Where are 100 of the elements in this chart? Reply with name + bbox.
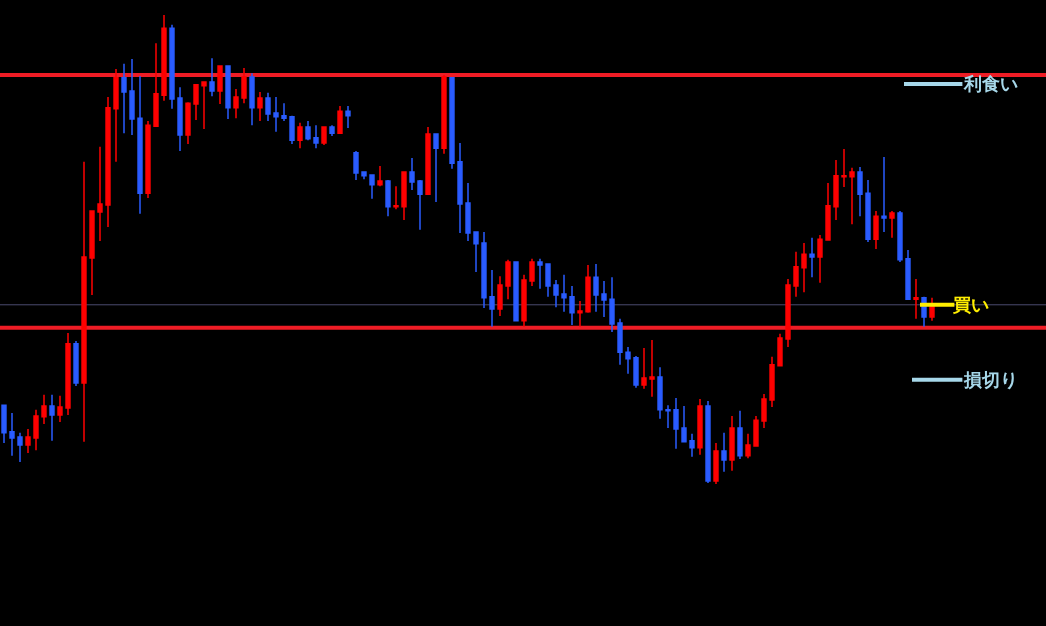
candlestick bbox=[417, 179, 423, 231]
candlestick bbox=[393, 185, 399, 210]
candlestick bbox=[17, 432, 23, 463]
candlestick bbox=[881, 156, 887, 233]
candlestick bbox=[385, 179, 391, 217]
candlestick bbox=[73, 340, 79, 387]
candlestick bbox=[609, 276, 615, 333]
candlestick bbox=[41, 394, 47, 425]
candlestick bbox=[449, 77, 455, 170]
candlestick bbox=[889, 210, 895, 239]
candlestick bbox=[649, 339, 655, 398]
candlestick bbox=[209, 57, 215, 97]
candlestick bbox=[697, 398, 703, 456]
text: 損切り bbox=[963, 369, 1018, 390]
candlestick bbox=[617, 318, 623, 366]
candlestick bbox=[177, 86, 183, 152]
candlestick bbox=[865, 179, 871, 243]
candlestick bbox=[105, 96, 111, 228]
candlestick bbox=[9, 412, 15, 457]
candlestick bbox=[753, 415, 759, 448]
candlestick bbox=[345, 105, 351, 129]
candlestick bbox=[121, 63, 127, 134]
candlestick bbox=[657, 366, 663, 420]
candlestick bbox=[721, 432, 727, 473]
candlestick bbox=[201, 81, 207, 130]
candlestick bbox=[49, 394, 55, 442]
candlestick bbox=[601, 280, 607, 318]
candlestick bbox=[513, 260, 519, 322]
candlestick bbox=[593, 263, 599, 313]
candlestick bbox=[745, 433, 751, 459]
candlestick bbox=[257, 91, 263, 122]
candlestick bbox=[57, 395, 63, 423]
candlestick bbox=[25, 428, 31, 454]
candlestick bbox=[217, 65, 223, 105]
candlestick bbox=[625, 346, 631, 375]
candlestick bbox=[761, 393, 767, 429]
candlestick bbox=[793, 251, 799, 298]
candlestick bbox=[433, 133, 439, 203]
candlestick bbox=[305, 120, 311, 141]
annotation: 買い bbox=[952, 294, 989, 315]
candlestick bbox=[857, 166, 863, 217]
candlestick bbox=[577, 300, 583, 328]
candlestick bbox=[273, 96, 279, 133]
candlestick bbox=[33, 409, 39, 451]
candlestick bbox=[705, 400, 711, 484]
candlestick bbox=[81, 161, 87, 443]
candlestick bbox=[185, 101, 191, 145]
candlestick bbox=[729, 415, 735, 472]
candlestick bbox=[537, 258, 543, 290]
candlestick bbox=[825, 182, 831, 241]
candlestick bbox=[369, 174, 375, 200]
candlestick bbox=[409, 157, 415, 191]
candlestick bbox=[281, 102, 287, 122]
candlestick bbox=[681, 405, 687, 443]
candlestick bbox=[65, 332, 71, 416]
candlestick bbox=[481, 231, 487, 309]
candlestick bbox=[849, 167, 855, 225]
candlestick bbox=[161, 14, 167, 102]
candlestick bbox=[913, 278, 919, 320]
candlestick bbox=[265, 92, 271, 122]
candlestick bbox=[321, 125, 327, 146]
candlestick bbox=[809, 236, 815, 278]
candlestick bbox=[905, 249, 911, 300]
candlestick bbox=[401, 170, 407, 221]
candlestick bbox=[193, 84, 199, 121]
candlestick bbox=[641, 347, 647, 390]
candlestick bbox=[817, 234, 823, 284]
candlestick bbox=[225, 64, 231, 120]
candlestick bbox=[1, 404, 7, 444]
candlestick bbox=[97, 146, 103, 242]
candlestick bbox=[521, 274, 527, 328]
candlestick bbox=[113, 68, 119, 163]
candlestick bbox=[465, 182, 471, 242]
candlestick bbox=[737, 410, 743, 460]
candlestick bbox=[553, 279, 559, 308]
candlestick bbox=[545, 263, 551, 298]
text: 利食い bbox=[963, 73, 1018, 94]
candlestick bbox=[665, 404, 671, 429]
candlestick bbox=[377, 165, 383, 187]
candlestick bbox=[473, 231, 479, 273]
candlestick bbox=[441, 74, 447, 155]
candlestick bbox=[785, 278, 791, 348]
candlestick bbox=[425, 126, 431, 195]
candlestick bbox=[361, 170, 367, 180]
candlestick bbox=[313, 124, 319, 149]
candlestick bbox=[897, 210, 903, 263]
candlestick bbox=[145, 120, 151, 199]
candlestick bbox=[585, 264, 591, 314]
candlestick bbox=[137, 75, 143, 215]
candlestick bbox=[801, 242, 807, 293]
candlestick bbox=[713, 442, 719, 485]
candlestick bbox=[833, 159, 839, 221]
candlestick bbox=[505, 259, 511, 300]
candlestick bbox=[89, 210, 95, 296]
candlestick bbox=[633, 355, 639, 389]
candlestick bbox=[241, 67, 247, 104]
candlestick bbox=[457, 142, 463, 234]
candlestick bbox=[297, 122, 303, 149]
candlestick bbox=[777, 333, 783, 367]
candlestick bbox=[497, 275, 503, 317]
